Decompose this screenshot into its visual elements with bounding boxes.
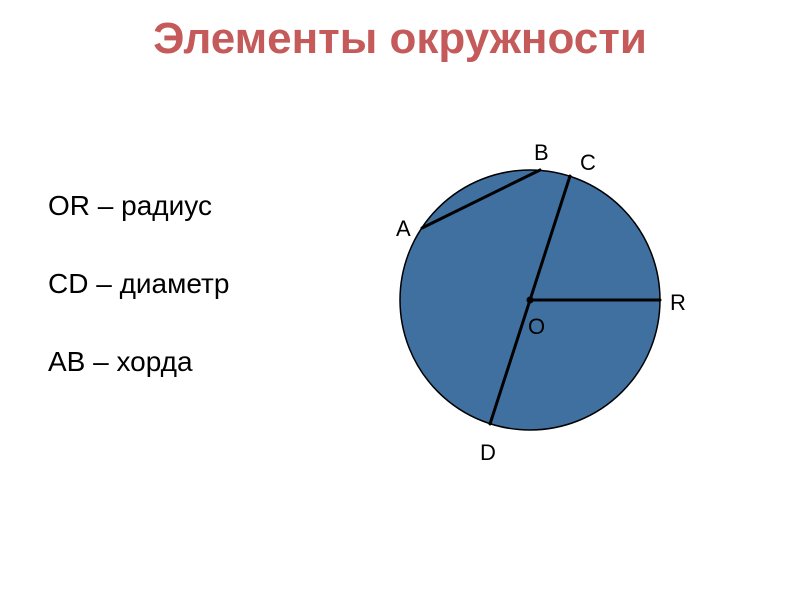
label-B: B [534, 140, 549, 166]
legend-radius: OR – радиус [48, 190, 212, 222]
circle-svg [370, 130, 690, 490]
legend-chord: AB – хорда [48, 346, 193, 378]
legend-diameter: CD – диаметр [48, 268, 229, 300]
label-D: D [480, 440, 496, 466]
label-A: A [396, 216, 411, 242]
circle-diagram: B C A R O D [370, 130, 690, 490]
label-O: O [528, 314, 545, 340]
label-R: R [670, 290, 686, 316]
label-C: C [580, 150, 596, 176]
page-title: Элементы окружности [0, 14, 800, 64]
